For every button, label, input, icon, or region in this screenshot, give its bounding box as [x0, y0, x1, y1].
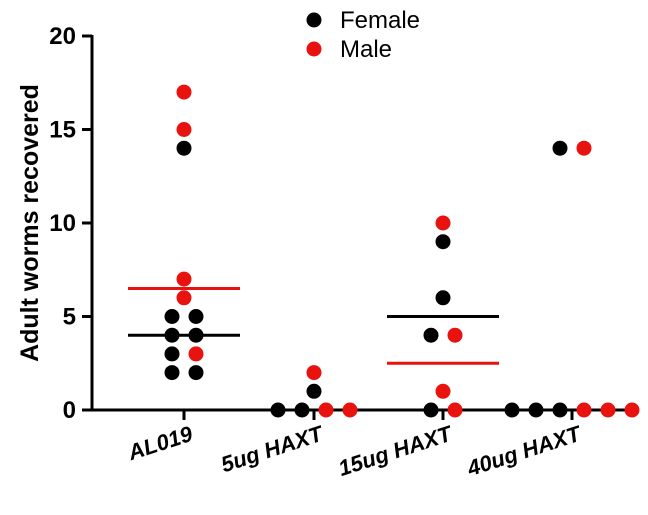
x-tick-label: 15ug HAXT [335, 420, 456, 481]
data-point-male [176, 271, 192, 287]
data-point-female [176, 140, 192, 156]
median-lines [128, 286, 499, 365]
data-point-female [188, 365, 204, 381]
data-point-female [164, 346, 180, 362]
data-point-female [164, 309, 180, 324]
data-point-female [423, 327, 439, 343]
data-point-male [447, 327, 463, 343]
legend-label-male: Male [340, 36, 392, 63]
data-point-male [435, 215, 451, 231]
x-tick-label: 40ug HAXT [463, 420, 585, 481]
y-tick-label: 5 [63, 304, 76, 331]
data-point-female [504, 402, 520, 418]
data-point-female [294, 402, 310, 418]
y-tick-label: 0 [63, 397, 76, 424]
x-tick-label: AL019 [124, 421, 196, 466]
data-point-female [164, 327, 180, 343]
data-point-male [576, 140, 592, 156]
y-tick-label: 10 [49, 210, 76, 237]
y-axis-title: Adult worms recovered [16, 84, 44, 362]
data-point-male [342, 402, 358, 418]
data-point-male [176, 290, 192, 306]
data-point-female [435, 290, 451, 306]
y-tick-label: 15 [49, 117, 76, 144]
data-points [164, 84, 640, 418]
x-tick-label: 5ug HAXT [218, 421, 327, 478]
data-point-male [176, 84, 192, 100]
data-point-female [188, 309, 204, 324]
data-point-female [435, 234, 451, 250]
data-point-female [423, 402, 439, 418]
legend-marker-female [306, 12, 322, 28]
data-point-female [164, 365, 180, 381]
legend-marker-male [306, 41, 322, 57]
data-point-female [528, 402, 544, 418]
data-point-female [270, 402, 286, 418]
data-point-male [624, 402, 640, 418]
legend-label-female: Female [340, 7, 420, 34]
data-point-female [306, 383, 322, 399]
data-point-male [188, 346, 204, 362]
data-point-female [188, 327, 204, 343]
y-tick-label: 20 [49, 23, 76, 50]
data-point-male [600, 402, 616, 418]
data-point-male [576, 402, 592, 418]
data-point-male [176, 122, 192, 137]
data-point-male [435, 383, 451, 399]
data-point-female [552, 140, 568, 156]
data-point-male [306, 365, 322, 381]
data-point-male [447, 402, 463, 418]
data-point-female [552, 402, 568, 418]
data-point-male [318, 402, 334, 418]
